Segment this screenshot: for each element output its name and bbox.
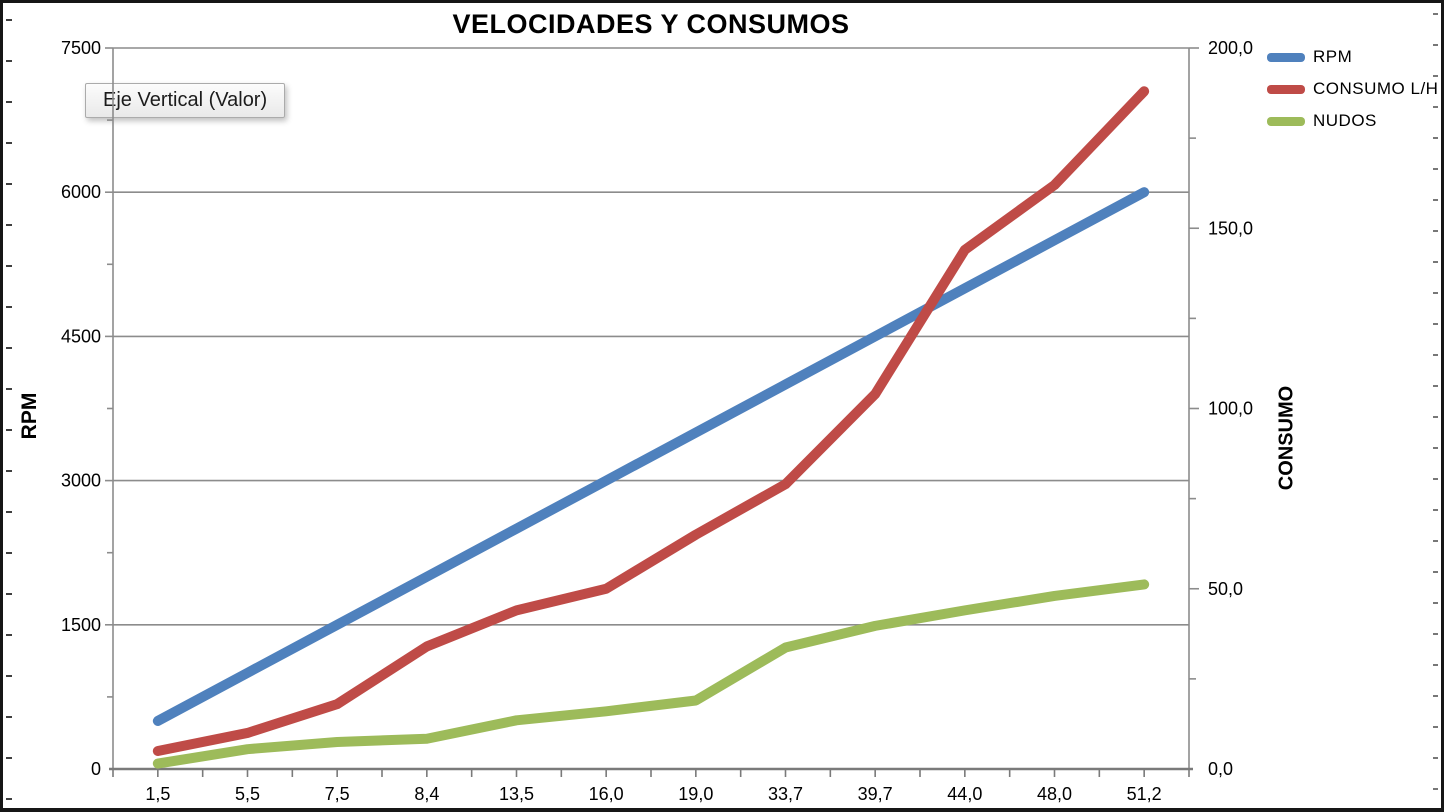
rpm-line (152, 187, 1150, 726)
left-axis-tick-label: 3000 (61, 471, 101, 491)
nudos-line (152, 579, 1150, 769)
x-axis-tick-label: 16,0 (589, 784, 624, 804)
left-axis-tick-label: 0 (91, 759, 101, 779)
x-axis-tick-label: 33,7 (768, 784, 803, 804)
legend-swatch-consumo-l-h (1267, 84, 1305, 94)
x-axis-tick-label: 44,0 (947, 784, 982, 804)
legend-label-consumo-l-h: CONSUMO L/H (1313, 79, 1439, 98)
legend-swatch-nudos (1267, 116, 1305, 126)
legend-swatch-rpm (1267, 52, 1305, 62)
right-axis-tick-label: 150,0 (1208, 218, 1253, 238)
vertical-axis-tooltip: Eje Vertical (Valor) (85, 83, 286, 118)
legend-label-nudos: NUDOS (1313, 111, 1377, 130)
right-axis-tick-label: 200,0 (1208, 38, 1253, 58)
legend-item-rpm: RPM (1267, 47, 1438, 67)
legend-label-rpm: RPM (1313, 47, 1353, 66)
x-axis-tick-label: 51,2 (1127, 784, 1162, 804)
left-axis-tick-label: 6000 (61, 182, 101, 202)
x-axis-tick-label: 1,5 (145, 784, 170, 804)
x-axis-tick-label: 5,5 (235, 784, 260, 804)
x-axis-tick-label: 19,0 (678, 784, 713, 804)
chart-canvas: 0 1500 3000 4500 6000 7500 0,0 50,0 100,0 150,0 20… (61, 38, 1253, 804)
consumo-l-h-line (152, 86, 1150, 756)
x-axis-tick-label: 48,0 (1037, 784, 1072, 804)
x-axis-tick-label: 39,7 (858, 784, 893, 804)
left-axis-tick-label: 1500 (61, 615, 101, 635)
x-axis-tick-label: 8,4 (414, 784, 439, 804)
legend-item-nudos: NUDOS (1267, 111, 1438, 131)
right-axis-tick-label: 0,0 (1208, 759, 1233, 779)
left-axis-tick-label: 4500 (61, 326, 101, 346)
chart-title: VELOCIDADES Y CONSUMOS (452, 9, 850, 39)
left-edge-ruler-ticks (6, 19, 12, 808)
x-axis-tick-label: 13,5 (499, 784, 534, 804)
legend-item-consumo-l-h: CONSUMO L/H (1267, 79, 1438, 99)
left-axis-tick-label: 7500 (61, 38, 101, 58)
right-axis-tick-label: 50,0 (1208, 579, 1243, 599)
x-axis-tick-label: 7,5 (325, 784, 350, 804)
legend: RPM CONSUMO L/H NUDOS (1267, 47, 1438, 143)
right-axis-tick-label: 100,0 (1208, 399, 1253, 419)
right-edge-ruler-ticks (1433, 13, 1438, 808)
